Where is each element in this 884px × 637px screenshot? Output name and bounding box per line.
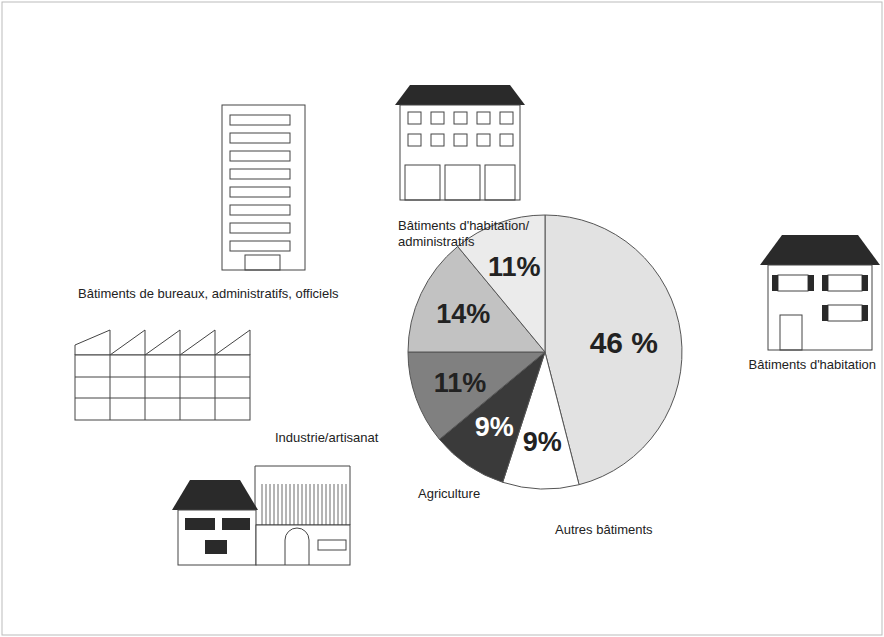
html-text:Bâtiments d'habitation/: Bâtiments d'habitation/ bbox=[398, 218, 530, 233]
svg-text:11%: 11% bbox=[434, 368, 487, 398]
html-text:Bâtiments d'habitation: Bâtiments d'habitation bbox=[748, 357, 876, 372]
html-text:Agriculture: Agriculture bbox=[418, 486, 481, 501]
svg-text:46 %: 46 % bbox=[590, 326, 658, 359]
html-text:Bâtiments de bureaux, administ: Bâtiments de bureaux, administratifs, of… bbox=[78, 286, 339, 301]
svg-text:14%: 14% bbox=[436, 299, 490, 329]
html-text:administratifs: administratifs bbox=[398, 234, 475, 249]
svg-text:9%: 9% bbox=[523, 427, 562, 457]
html-text:Industrie/artisanat: Industrie/artisanat bbox=[275, 430, 379, 445]
svg-text:9%: 9% bbox=[475, 412, 514, 442]
html-text:Autres bâtiments: Autres bâtiments bbox=[555, 522, 653, 537]
svg-text:11%: 11% bbox=[488, 252, 541, 282]
